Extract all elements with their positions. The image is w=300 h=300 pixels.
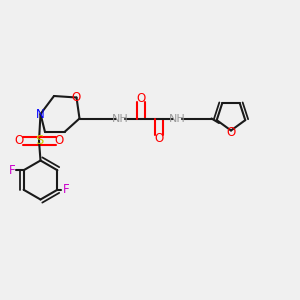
Text: N: N bbox=[36, 107, 45, 121]
Text: NH: NH bbox=[112, 113, 128, 124]
Text: O: O bbox=[226, 126, 236, 140]
Text: O: O bbox=[55, 134, 64, 148]
Text: O: O bbox=[136, 92, 146, 105]
Text: O: O bbox=[72, 91, 81, 104]
Text: F: F bbox=[9, 164, 16, 177]
Text: O: O bbox=[14, 134, 23, 148]
Text: NH: NH bbox=[169, 113, 185, 124]
Text: F: F bbox=[63, 183, 70, 196]
Text: O: O bbox=[154, 132, 164, 145]
Text: S: S bbox=[35, 134, 43, 148]
